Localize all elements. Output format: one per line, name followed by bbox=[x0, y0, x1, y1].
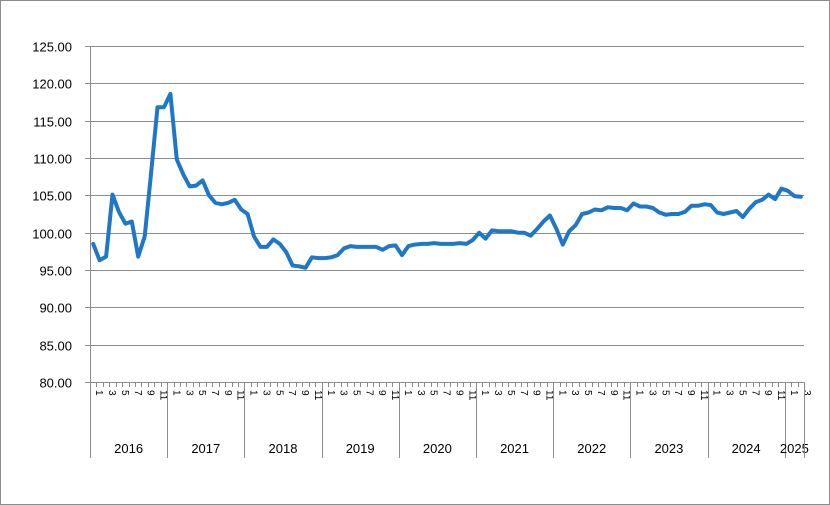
x-month-label: 5 bbox=[351, 390, 362, 396]
year-label: 2023 bbox=[654, 441, 683, 456]
x-month-label: 11 bbox=[543, 390, 554, 401]
x-month-label: 7 bbox=[209, 390, 220, 396]
x-month-label: 5 bbox=[273, 390, 284, 396]
x-month-label: 3 bbox=[106, 390, 117, 396]
x-month-label: 7 bbox=[441, 390, 452, 396]
x-month-label: 5 bbox=[505, 390, 516, 396]
x-month-label: 7 bbox=[132, 390, 143, 396]
x-month-label: 11 bbox=[235, 390, 246, 401]
year-label: 2024 bbox=[732, 441, 761, 456]
year-label: 2021 bbox=[500, 441, 529, 456]
year-label: 2019 bbox=[346, 441, 375, 456]
x-month-label: 7 bbox=[286, 390, 297, 396]
x-month-label: 3 bbox=[260, 390, 271, 396]
x-month-label: 3 bbox=[415, 390, 426, 396]
year-label: 2016 bbox=[114, 441, 143, 456]
x-month-label: 9 bbox=[531, 390, 542, 396]
y-tick-label: 115.00 bbox=[33, 115, 72, 130]
x-month-label: 7 bbox=[363, 390, 374, 396]
x-month-label: 5 bbox=[119, 390, 130, 396]
x-month-label: 7 bbox=[518, 390, 529, 396]
x-axis: 1 3 5 7 9 11 1 3 5 7 9 11 1 3 5 7 9 11 1 3 5 7 9 11 1 3 5 7 9 11 1 3 5 7 9… bbox=[90, 382, 812, 458]
x-month-label: 1 bbox=[711, 390, 722, 396]
year-label: 2022 bbox=[577, 441, 606, 456]
y-axis: 80.00 85.00 90.00 95.00 100.00 105.00 110.00 11… bbox=[32, 40, 91, 391]
y-tick-label: 125.00 bbox=[32, 40, 72, 55]
y-tick-label: 100.00 bbox=[32, 227, 72, 242]
x-month-label: 1 bbox=[93, 390, 104, 396]
x-month-label: 11 bbox=[698, 390, 709, 401]
x-month-label: 5 bbox=[659, 390, 670, 396]
y-tick-label: 80.00 bbox=[39, 376, 72, 391]
x-month-label: 3 bbox=[492, 390, 503, 396]
year-label: 2017 bbox=[191, 441, 220, 456]
x-month-label: 11 bbox=[621, 390, 632, 401]
y-tick-label: 110.00 bbox=[33, 152, 72, 167]
x-month-label: 11 bbox=[775, 390, 786, 401]
x-month-label: 9 bbox=[608, 390, 619, 396]
y-tick-label: 120.00 bbox=[32, 77, 72, 92]
series-layer bbox=[91, 91, 803, 270]
x-month-label: 3 bbox=[338, 390, 349, 396]
year-label: 2025 bbox=[780, 441, 809, 456]
x-month-label: 9 bbox=[762, 390, 773, 396]
year-label: 2020 bbox=[423, 441, 452, 456]
x-month-label: 3 bbox=[569, 390, 580, 396]
x-month-label: 3 bbox=[801, 390, 812, 396]
x-month-label: 9 bbox=[376, 390, 387, 396]
x-month-label: 9 bbox=[453, 390, 464, 396]
x-month-label: 9 bbox=[222, 390, 233, 396]
x-month-label: 9 bbox=[145, 390, 156, 396]
x-month-label: 11 bbox=[389, 390, 400, 401]
x-month-label: 3 bbox=[724, 390, 735, 396]
x-month-label: 9 bbox=[685, 390, 696, 396]
x-month-label: 7 bbox=[595, 390, 606, 396]
x-month-label: 11 bbox=[158, 390, 169, 401]
series-line bbox=[91, 91, 803, 270]
x-month-label: 9 bbox=[299, 390, 310, 396]
gridlines bbox=[90, 46, 804, 383]
y-tick-label: 105.00 bbox=[32, 189, 72, 204]
x-month-label: 5 bbox=[736, 390, 747, 396]
x-month-label: 1 bbox=[248, 390, 259, 396]
x-month-label: 3 bbox=[183, 390, 194, 396]
x-month-label: 5 bbox=[582, 390, 593, 396]
y-tick-label: 90.00 bbox=[39, 301, 72, 316]
x-month-label: 1 bbox=[788, 390, 799, 396]
x-month-label: 1 bbox=[325, 390, 336, 396]
x-month-label: 3 bbox=[646, 390, 657, 396]
year-label: 2018 bbox=[269, 441, 298, 456]
x-month-label: 1 bbox=[479, 390, 490, 396]
x-month-label: 11 bbox=[312, 390, 323, 401]
x-month-label: 11 bbox=[466, 390, 477, 401]
x-month-label: 1 bbox=[170, 390, 181, 396]
x-month-label: 5 bbox=[428, 390, 439, 396]
x-month-label: 7 bbox=[672, 390, 683, 396]
y-tick-label: 95.00 bbox=[39, 264, 72, 279]
x-month-label: 1 bbox=[402, 390, 413, 396]
x-month-label: 5 bbox=[196, 390, 207, 396]
x-month-label: 1 bbox=[634, 390, 645, 396]
y-tick-label: 85.00 bbox=[39, 339, 72, 354]
x-month-label: 7 bbox=[749, 390, 760, 396]
x-month-label: 1 bbox=[556, 390, 567, 396]
